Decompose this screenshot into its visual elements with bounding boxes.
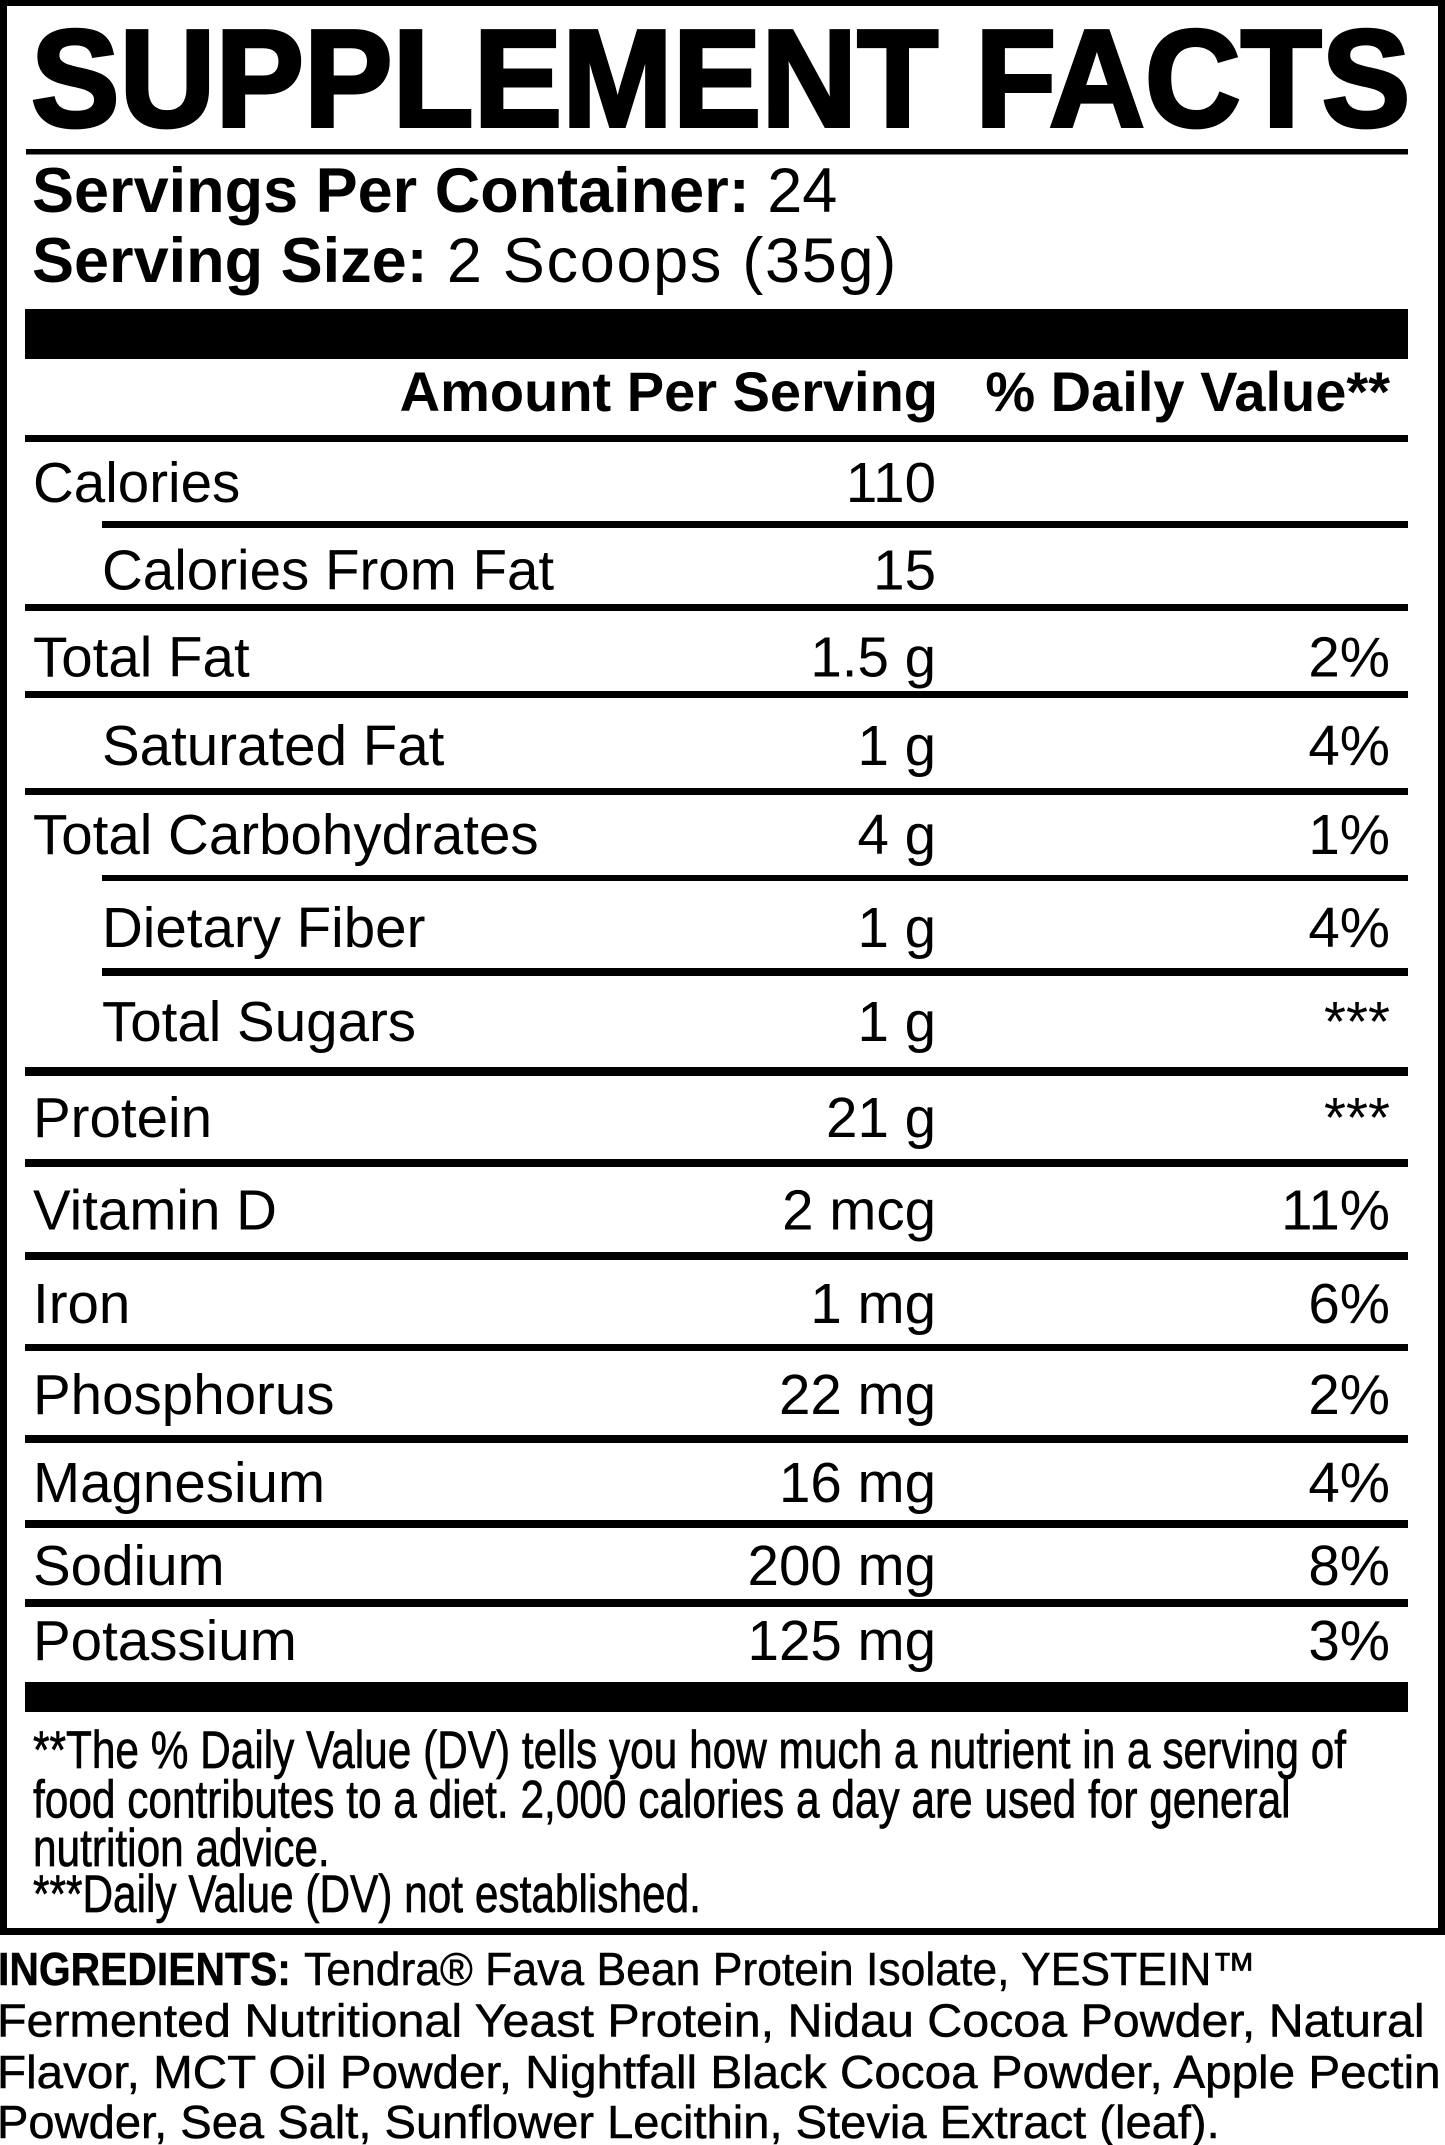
svg-text:Total Carbohydrates: Total Carbohydrates (33, 803, 539, 866)
svg-text:Sodium: Sodium (33, 1534, 225, 1597)
svg-text:Phosphorus: Phosphorus (33, 1363, 335, 1426)
svg-text:food contributes to a diet. 2,: food contributes to a diet. 2,000 calori… (33, 1771, 1291, 1830)
svg-text:1.5 g: 1.5 g (810, 626, 936, 689)
svg-text:6%: 6% (1308, 1272, 1390, 1335)
svg-text:1 mg: 1 mg (810, 1272, 936, 1335)
svg-text:Protein: Protein (33, 1086, 212, 1149)
svg-text:Servings Per Container: 24: Servings Per Container: 24 (32, 156, 837, 226)
svg-text:16 mg: 16 mg (779, 1451, 936, 1514)
svg-text:Calories: Calories (33, 451, 240, 514)
svg-text:1 g: 1 g (857, 896, 936, 959)
svg-text:Total Fat: Total Fat (33, 626, 250, 689)
svg-text:15: 15 (873, 539, 936, 602)
svg-text:110: 110 (846, 451, 936, 514)
svg-text:Potassium: Potassium (33, 1609, 297, 1672)
svg-text:3%: 3% (1308, 1609, 1390, 1672)
svg-text:Fermented Nutritional Yeast Pr: Fermented Nutritional Yeast Protein, Nid… (0, 1995, 1425, 2047)
svg-text:INGREDIENTS:: INGREDIENTS: (0, 1944, 291, 1996)
svg-text:Calories From Fat: Calories From Fat (102, 539, 554, 602)
svg-text:21 g: 21 g (826, 1086, 936, 1149)
svg-text:200 mg: 200 mg (748, 1534, 936, 1597)
svg-text:11%: 11% (1281, 1179, 1390, 1242)
svg-text:Powder, Sea Salt, Sunflower Le: Powder, Sea Salt, Sunflower Lecithin, St… (0, 2096, 1220, 2145)
svg-text:22 mg: 22 mg (779, 1363, 936, 1426)
svg-text:Serving Size: 2 Scoops (35g): Serving Size: 2 Scoops (35g) (32, 226, 898, 296)
svg-text:4%: 4% (1308, 896, 1390, 959)
svg-text:1 g: 1 g (857, 990, 936, 1053)
svg-text:Magnesium: Magnesium (33, 1451, 325, 1514)
svg-text:1%: 1% (1308, 803, 1390, 866)
svg-text:***Daily Value (DV) not establ: ***Daily Value (DV) not established. (33, 1866, 701, 1925)
svg-text:***: *** (1324, 990, 1390, 1053)
svg-text:Iron: Iron (33, 1272, 130, 1335)
svg-text:4%: 4% (1308, 1451, 1390, 1514)
svg-text:Flavor, MCT Oil Powder, Nightf: Flavor, MCT Oil Powder, Nightfall Black … (0, 2046, 1441, 2098)
svg-text:4 g: 4 g (857, 803, 936, 866)
svg-text:Dietary Fiber: Dietary Fiber (102, 896, 425, 959)
svg-text:8%: 8% (1308, 1534, 1390, 1597)
svg-text:1 g: 1 g (857, 714, 936, 777)
svg-text:***: *** (1324, 1086, 1390, 1149)
svg-text:Vitamin D: Vitamin D (33, 1179, 277, 1242)
svg-text:2%: 2% (1308, 1363, 1390, 1426)
svg-text:Saturated Fat: Saturated Fat (102, 714, 445, 777)
svg-text:Amount Per Serving: Amount Per Serving (400, 360, 938, 423)
svg-text:4%: 4% (1308, 714, 1390, 777)
svg-text:125 mg: 125 mg (748, 1609, 936, 1672)
svg-text:Tendra® Fava Bean Protein Isol: Tendra® Fava Bean Protein Isolate, YESTE… (304, 1943, 1256, 1995)
svg-text:Total Sugars: Total Sugars (102, 990, 416, 1053)
svg-text:nutrition advice.: nutrition advice. (33, 1820, 330, 1879)
svg-text:% Daily Value**: % Daily Value** (985, 360, 1390, 423)
svg-text:2%: 2% (1308, 626, 1390, 689)
svg-text:2 mcg: 2 mcg (782, 1179, 936, 1242)
svg-text:SUPPLEMENT FACTS: SUPPLEMENT FACTS (31, 1, 1410, 156)
svg-text:**The % Daily Value (DV) tells: **The % Daily Value (DV) tells you how m… (33, 1722, 1347, 1781)
